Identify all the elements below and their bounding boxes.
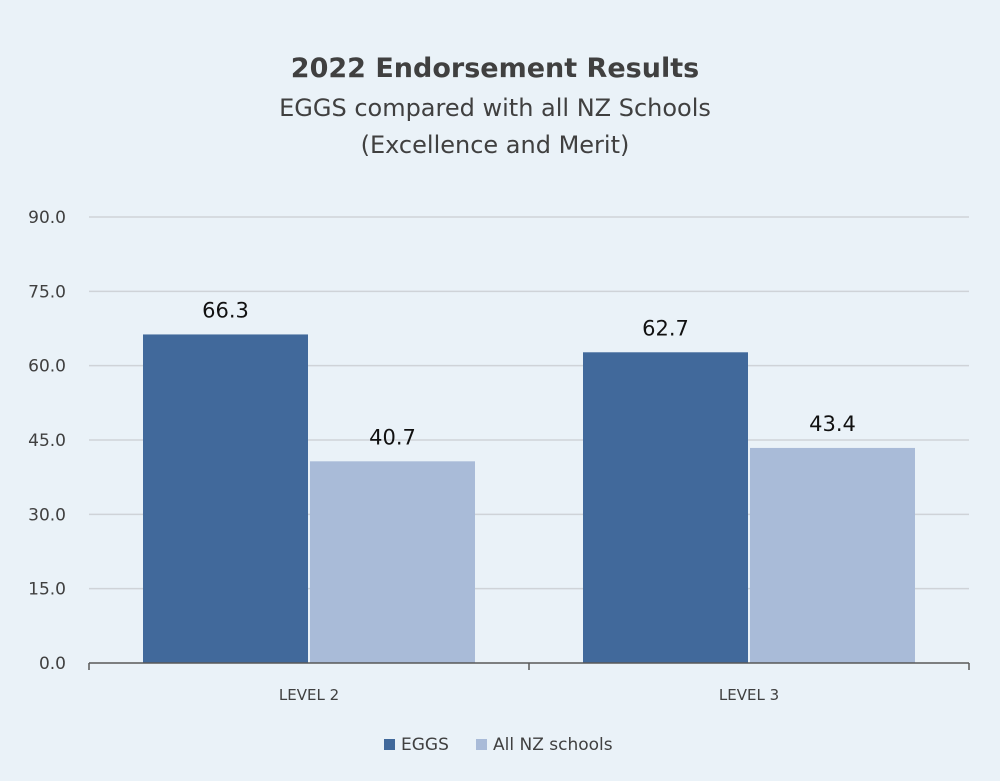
y-tick-label: 60.0 (28, 357, 66, 377)
y-axis-ticks: 0.0 15.0 30.0 45.0 60.0 75.0 90.0 (28, 208, 66, 674)
y-tick-label: 45.0 (28, 431, 66, 451)
data-label: 62.7 (642, 316, 689, 340)
legend-entry-label: All NZ schools (493, 735, 613, 755)
data-label: 40.7 (369, 425, 416, 449)
legend-swatch (476, 739, 487, 750)
chart-subtitle-line-2: (Excellence and Merit) (361, 131, 630, 159)
x-axis-ticks: LEVEL 2 LEVEL 3 (279, 686, 779, 704)
y-tick-label: 0.0 (39, 654, 66, 674)
bar-eggs-level-2 (143, 334, 308, 663)
legend: EGGS All NZ schools (384, 735, 613, 755)
data-labels: 66.3 40.7 62.7 43.4 (202, 298, 856, 449)
bars (143, 334, 915, 663)
legend-entry-label: EGGS (401, 735, 449, 755)
y-tick-label: 15.0 (28, 580, 66, 600)
x-tick-label: LEVEL 2 (279, 686, 339, 704)
data-label: 66.3 (202, 298, 249, 322)
bar-all-nz-schools-level-3 (750, 447, 915, 663)
x-tick-label: LEVEL 3 (719, 686, 779, 704)
bar-all-nz-schools-level-2 (310, 461, 475, 663)
bar-eggs-level-3 (583, 352, 748, 663)
y-tick-label: 75.0 (28, 282, 66, 302)
data-label: 43.4 (809, 412, 856, 436)
legend-swatch (384, 739, 395, 750)
y-tick-label: 90.0 (28, 208, 66, 228)
chart-subtitle-line-1: EGGS compared with all NZ Schools (279, 94, 711, 122)
x-axis (88, 662, 970, 670)
chart-title: 2022 Endorsement Results (291, 53, 699, 84)
y-tick-label: 30.0 (28, 505, 66, 525)
